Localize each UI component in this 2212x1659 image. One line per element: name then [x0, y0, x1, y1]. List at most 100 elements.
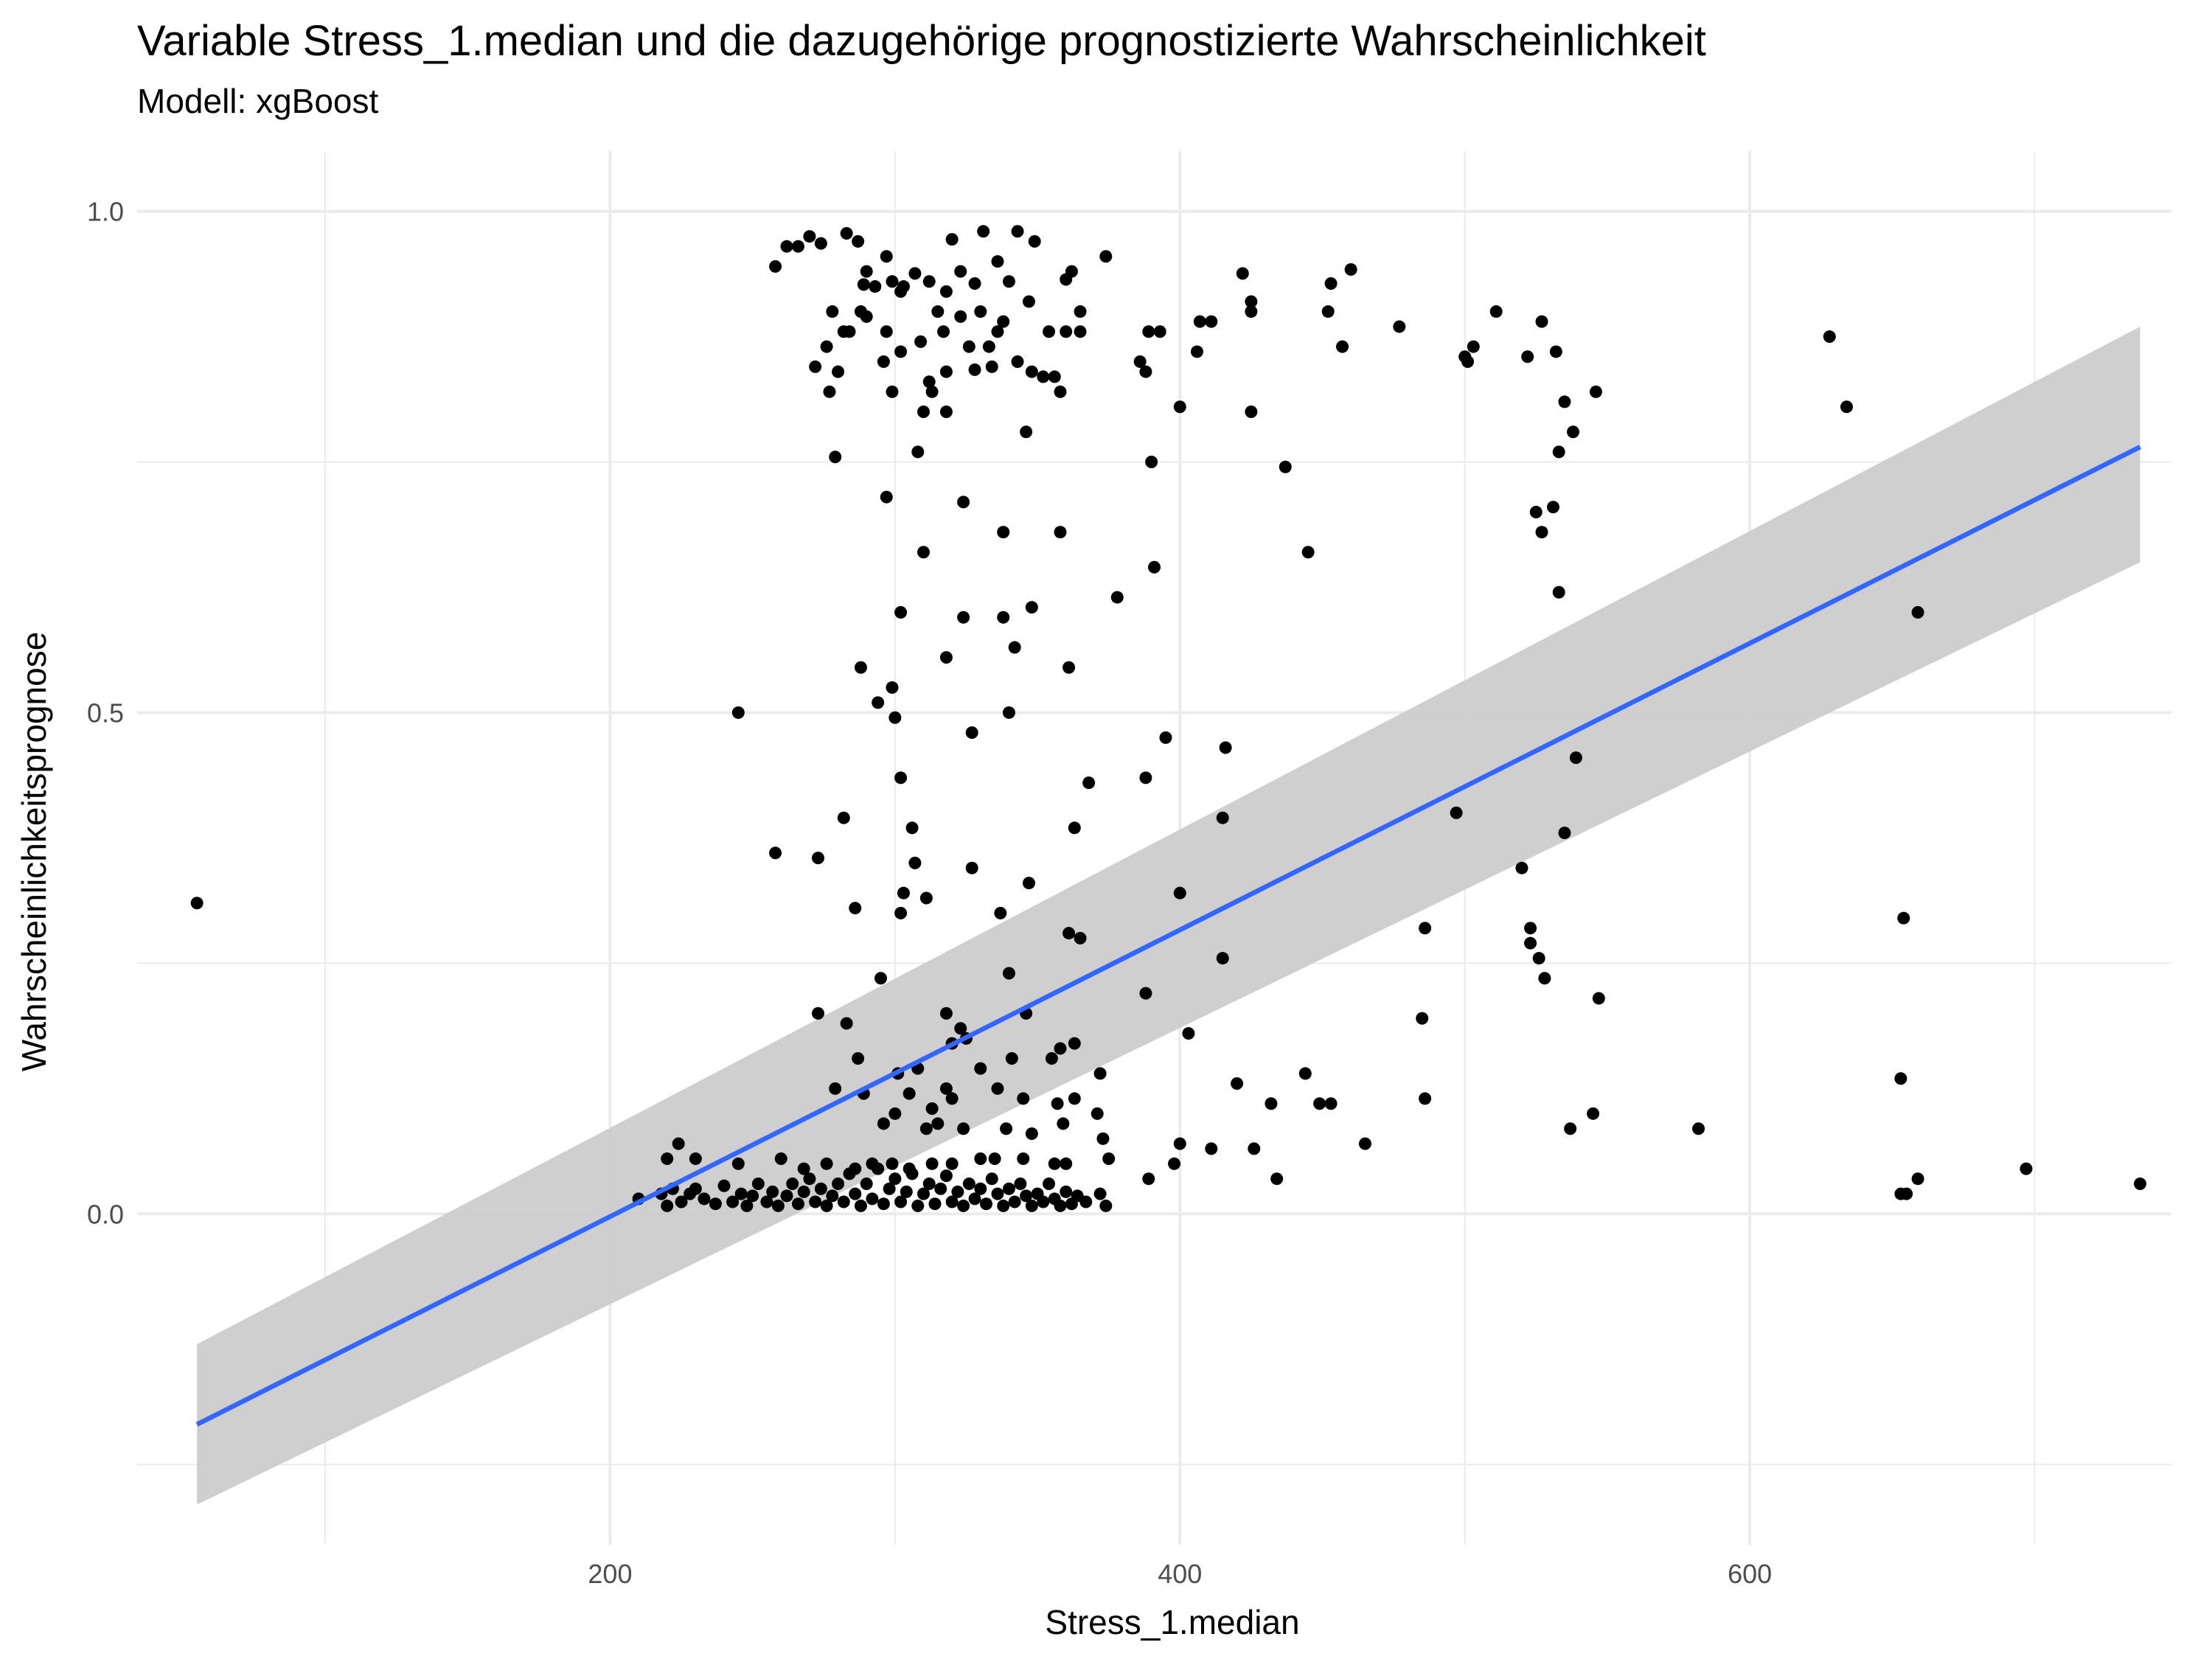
data-point — [857, 278, 870, 291]
data-point — [1000, 1122, 1013, 1135]
x-tick-label: 200 — [588, 1559, 632, 1589]
chart-title: Variable Stress_1.median und die dazugeh… — [137, 17, 1706, 65]
data-point — [939, 285, 953, 298]
data-point — [997, 526, 1010, 539]
data-point — [1068, 821, 1081, 835]
data-point — [1216, 811, 1229, 824]
data-point — [1173, 1137, 1186, 1150]
data-point — [1205, 1142, 1218, 1155]
data-point — [1301, 546, 1315, 559]
data-point — [1142, 325, 1155, 338]
data-point — [1045, 1052, 1058, 1065]
y-tick-label: 0.0 — [87, 1199, 124, 1229]
data-point — [1489, 305, 1503, 319]
data-point — [1552, 585, 1565, 599]
data-point — [1048, 370, 1061, 383]
data-point — [1358, 1137, 1371, 1150]
data-point — [1270, 1172, 1284, 1186]
data-point — [812, 852, 825, 865]
data-point — [746, 1189, 759, 1203]
confidence-band — [197, 326, 2140, 1505]
data-point — [1074, 325, 1087, 338]
data-point — [852, 1052, 865, 1065]
data-point — [1068, 1037, 1081, 1050]
data-point — [829, 451, 842, 464]
data-point — [997, 315, 1010, 328]
data-point — [829, 1082, 842, 1095]
data-point — [1025, 1199, 1038, 1212]
data-point — [1025, 601, 1038, 614]
data-point — [1110, 591, 1124, 604]
data-point — [1062, 661, 1076, 674]
y-axis-ticks: 0.0 0.5 1.0 — [87, 197, 124, 1230]
data-point — [860, 265, 873, 278]
data-point — [991, 1187, 1004, 1200]
data-point — [1133, 355, 1147, 369]
data-point — [1082, 776, 1096, 790]
data-point — [1897, 911, 1910, 925]
data-point — [977, 225, 990, 238]
data-point — [968, 1192, 981, 1206]
data-point — [997, 611, 1010, 624]
data-point — [1245, 305, 1258, 319]
data-point — [951, 1185, 964, 1198]
trend-line — [195, 445, 2141, 1427]
data-point — [1546, 501, 1559, 514]
data-point — [1062, 927, 1076, 940]
data-point — [968, 363, 981, 376]
data-point — [939, 365, 953, 378]
data-point — [894, 345, 908, 358]
data-point — [1054, 526, 1067, 539]
data-point — [689, 1182, 702, 1195]
data-point — [1236, 267, 1249, 280]
data-point — [965, 726, 978, 740]
data-point — [925, 385, 939, 398]
data-point — [734, 1187, 748, 1200]
data-point — [814, 237, 827, 250]
data-point — [1014, 1178, 1027, 1191]
data-point — [866, 1192, 879, 1206]
data-point — [1205, 315, 1218, 328]
data-point — [911, 1199, 925, 1212]
data-point — [894, 285, 908, 298]
data-point — [1313, 1097, 1326, 1110]
data-point — [769, 260, 782, 273]
data-point — [1020, 425, 1033, 439]
data-point — [1025, 1127, 1038, 1141]
data-point — [1911, 1172, 1924, 1186]
data-point — [826, 305, 839, 319]
data-point — [872, 696, 885, 709]
data-point — [1145, 456, 1158, 469]
data-point — [962, 340, 975, 353]
data-point — [849, 902, 862, 915]
data-point — [937, 325, 950, 338]
chart-subtitle: Modell: xgBoost — [137, 82, 379, 120]
x-axis-label: Stress_1.median — [1045, 1603, 1299, 1641]
data-point — [837, 1195, 850, 1208]
data-point — [760, 1195, 773, 1208]
data-point — [1148, 560, 1161, 574]
data-point — [1190, 345, 1203, 358]
data-point — [843, 1167, 856, 1180]
data-point — [832, 365, 845, 378]
data-point — [672, 1137, 685, 1150]
data-point — [1552, 445, 1565, 459]
data-point — [965, 861, 978, 874]
data-point — [883, 1182, 896, 1195]
data-point — [957, 1199, 970, 1212]
data-point — [852, 234, 865, 248]
data-point — [880, 490, 893, 504]
data-point — [954, 1022, 967, 1035]
data-point — [1231, 1077, 1244, 1091]
data-point — [832, 1178, 845, 1191]
data-point — [823, 385, 836, 398]
data-point — [945, 1195, 959, 1208]
data-point — [917, 546, 931, 559]
data-point — [928, 1197, 942, 1211]
data-point — [1011, 225, 1024, 238]
data-point — [869, 280, 882, 293]
data-point — [1538, 972, 1551, 985]
data-point — [1298, 1067, 1312, 1080]
data-point — [820, 340, 833, 353]
data-point — [939, 1169, 953, 1183]
